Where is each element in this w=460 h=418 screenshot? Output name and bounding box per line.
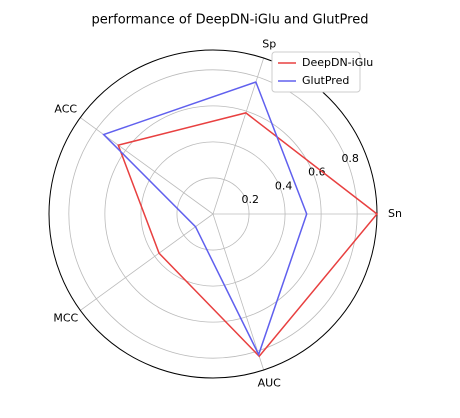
r-tick-label: 0.6	[308, 166, 326, 179]
spoke	[80, 117, 214, 215]
spoke	[80, 213, 214, 311]
r-tick-label: 0.8	[341, 152, 359, 165]
category-label: Sn	[388, 207, 402, 220]
category-label: ACC	[54, 102, 77, 115]
chart-title: performance of DeepDN-iGlu and GlutPred	[92, 13, 369, 28]
legend-label: GlutPred	[302, 74, 349, 87]
category-label: AUC	[258, 376, 282, 389]
series-line	[102, 81, 308, 357]
spoke	[212, 213, 265, 371]
category-label: MCC	[53, 312, 78, 325]
spoke	[212, 57, 265, 215]
legend-label: DeepDN-iGlu	[302, 56, 373, 69]
legend-box	[271, 51, 361, 93]
r-tick-label: 0.4	[275, 179, 293, 192]
category-label: Sp	[262, 38, 276, 51]
series-line	[117, 112, 379, 358]
r-tick-label: 0.2	[242, 193, 260, 206]
